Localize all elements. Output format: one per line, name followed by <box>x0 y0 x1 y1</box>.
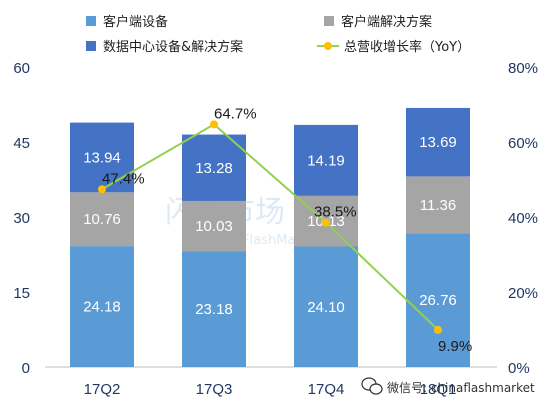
growth-point-18Q1 <box>434 325 442 334</box>
legend-swatch-client-solutions <box>324 16 334 26</box>
bar-datacenter-17Q2 <box>70 122 134 193</box>
wechat-watermark: 微信号: chinaflashmarket <box>361 377 535 395</box>
bar-client-solutions-17Q3 <box>182 200 246 252</box>
category-tick-17Q4: 17Q4 <box>308 381 345 398</box>
bar-client-solutions-17Q2 <box>70 192 134 247</box>
growth-point-17Q3 <box>210 120 218 129</box>
legend-swatch-datacenter <box>86 41 96 51</box>
bar-client-devices-17Q4 <box>294 246 358 367</box>
growth-label-17Q4: 38.5% <box>314 204 357 221</box>
growth-label-17Q3: 64.7% <box>214 105 257 122</box>
category-tick-17Q2: 17Q2 <box>84 381 121 398</box>
wechat-id-text: 微信号: chinaflashmarket <box>387 381 535 395</box>
legend-label-client-solutions: 客户端解决方案 <box>341 14 432 30</box>
right-tick-0: 0% <box>508 360 530 377</box>
left-tick-60: 60 <box>13 60 30 77</box>
bar-client-devices-17Q2 <box>70 246 134 367</box>
legend: 客户端设备 客户端解决方案 数据中心设备&解决方案 总营收增长率（YoY） <box>86 14 470 55</box>
legend-swatch-client-devices <box>86 16 96 26</box>
data-label-client-solutions-17Q2: 10.76 <box>83 211 121 228</box>
category-labels: 17Q2 17Q3 17Q4 18Q1 <box>84 381 457 398</box>
right-tick-80: 80% <box>508 60 538 77</box>
data-label-client-solutions-18Q1: 11.36 <box>420 197 456 214</box>
bar-datacenter-17Q3 <box>182 134 246 201</box>
category-tick-17Q3: 17Q3 <box>196 381 233 398</box>
category-tick-18Q1: 18Q1 <box>420 381 457 398</box>
bar-datacenter-18Q1 <box>406 107 470 177</box>
data-label-client-devices-18Q1: 26.76 <box>419 292 457 309</box>
data-label-client-devices-17Q2: 24.18 <box>83 299 121 316</box>
data-label-client-solutions-17Q3: 10.03 <box>195 218 233 235</box>
left-tick-30: 30 <box>13 210 30 227</box>
right-axis: 0% 20% 40% 60% 80% <box>508 60 538 377</box>
bar-client-devices-17Q3 <box>182 251 246 367</box>
right-tick-60: 60% <box>508 135 538 152</box>
bar-groups: 24.1810.7613.9423.1810.0313.2824.1010.13… <box>70 107 470 367</box>
right-tick-40: 40% <box>508 210 538 227</box>
data-label-datacenter-18Q1: 13.69 <box>419 134 457 151</box>
data-label-datacenter-17Q2: 13.94 <box>83 149 121 166</box>
data-label-datacenter-17Q4: 14.19 <box>307 152 345 169</box>
legend-label-growth: 总营收增长率（YoY） <box>344 39 470 55</box>
growth-line-layer: 47.4% 64.7% 38.5% 9.9% <box>98 105 472 355</box>
left-tick-15: 15 <box>13 285 30 302</box>
left-tick-45: 45 <box>13 135 30 152</box>
bar-client-solutions-18Q1 <box>406 176 470 234</box>
growth-label-17Q2: 47.4% <box>102 170 145 187</box>
legend-label-datacenter: 数据中心设备&解决方案 <box>103 39 243 55</box>
growth-line <box>101 123 439 331</box>
wechat-icon <box>361 377 383 395</box>
data-label-client-devices-17Q3: 23.18 <box>195 301 233 318</box>
data-label-datacenter-17Q3: 13.28 <box>195 160 233 177</box>
bar-datacenter-17Q4 <box>294 124 358 196</box>
left-tick-0: 0 <box>22 360 30 377</box>
right-tick-20: 20% <box>508 285 538 302</box>
growth-label-18Q1: 9.9% <box>438 338 472 355</box>
growth-point-17Q2 <box>98 185 106 194</box>
data-label-client-devices-17Q4: 24.10 <box>307 299 345 316</box>
left-axis: 0 15 30 45 60 <box>13 60 30 377</box>
bar-client-devices-18Q1 <box>406 233 470 367</box>
legend-marker-growth <box>324 42 332 50</box>
growth-point-17Q4 <box>322 218 330 227</box>
legend-label-client-devices: 客户端设备 <box>103 14 168 30</box>
